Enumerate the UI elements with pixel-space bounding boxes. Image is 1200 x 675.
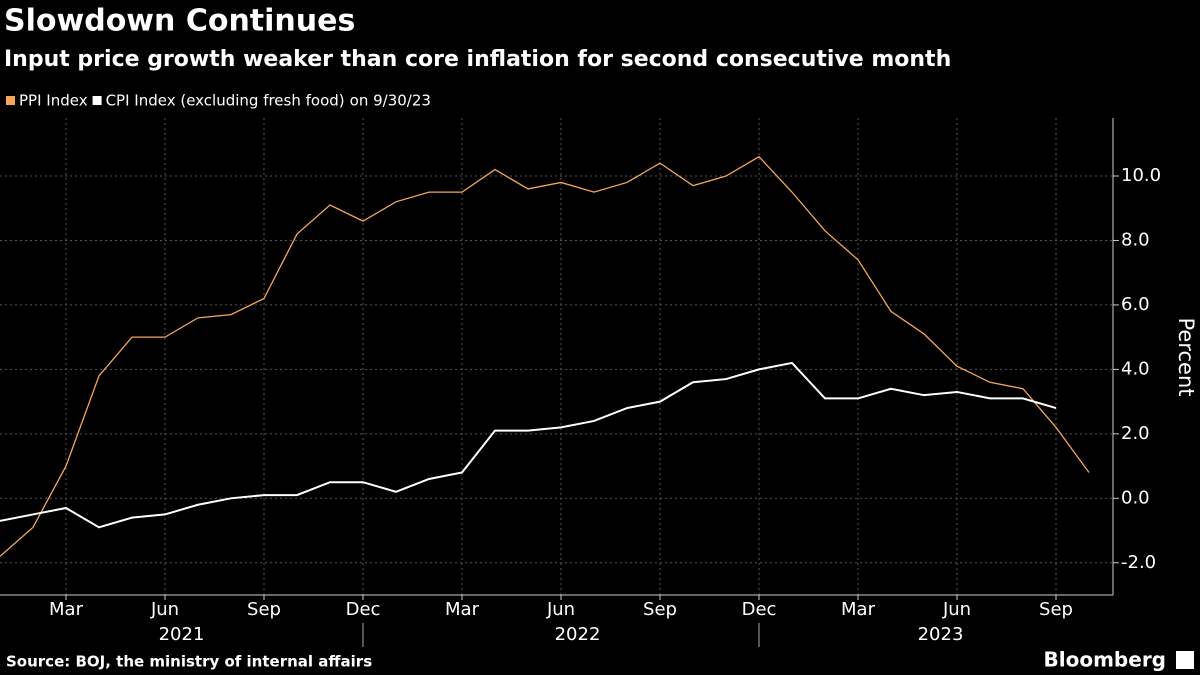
series-line [0,361,1057,529]
y-tick-label: 10.0 [1121,165,1161,186]
x-tick-label: Sep [1039,599,1073,620]
x-tick-label: Dec [346,599,381,620]
year-label: 2022 [555,624,601,645]
legend-swatch [6,96,15,105]
y-tick-label: 4.0 [1121,358,1150,379]
y-axis-label: Percent [1174,317,1198,396]
x-tick-label: Jun [942,599,971,620]
x-tick-label: Jun [150,599,179,620]
chart-subtitle: Input price growth weaker than core infl… [4,47,951,72]
x-tick-label: Sep [643,599,677,620]
x-tick-label: Jun [546,599,575,620]
year-label: 2023 [918,624,964,645]
y-tick-label: 2.0 [1121,423,1150,444]
brand-icon [1176,651,1194,669]
x-tick-label: Mar [445,599,480,620]
source: Source: BOJ, the ministry of internal af… [6,653,372,671]
brand: Bloomberg [1044,648,1166,672]
legend-label: PPI Index [19,92,88,110]
series-line [0,155,1090,557]
legend-label: CPI Index (excluding fresh food) [106,92,345,110]
y-tick-label: 8.0 [1121,229,1150,250]
legend-swatch [92,96,102,105]
year-label: 2021 [159,624,205,645]
x-tick-label: Sep [247,599,281,620]
y-tick-label: 6.0 [1121,294,1150,315]
x-tick-label: Mar [841,599,876,620]
x-tick-label: Dec [742,599,777,620]
chart-title: Slowdown Continues [4,4,355,39]
x-tick-label: Mar [49,599,84,620]
legend-note: on 9/30/23 [350,92,431,110]
y-tick-label: -2.0 [1121,552,1156,573]
y-tick-label: 0.0 [1121,487,1150,508]
